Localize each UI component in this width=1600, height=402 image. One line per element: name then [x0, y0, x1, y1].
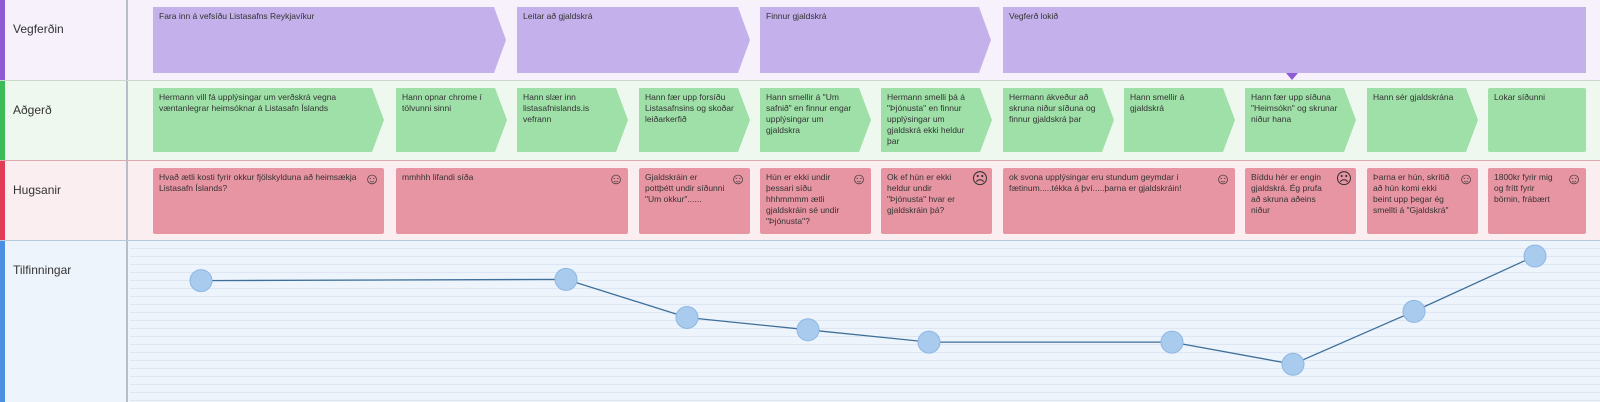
thought-card-text: ok svona upplýsingar eru stundum geymdar… [1009, 172, 1182, 193]
stage-card[interactable]: Leitar að gjaldskrá [517, 7, 750, 73]
lane-label-feelings: Tilfinningar [0, 241, 128, 402]
thought-card[interactable]: Hún er ekki undir þessari síðu hhhmmmm æ… [760, 168, 871, 234]
stage-pointer-icon [1286, 73, 1298, 80]
thought-card[interactable]: Hvað ætli kosti fyrir okkur fjölskylduna… [153, 168, 384, 234]
thought-card[interactable]: Bíddu hér er engin gjaldskrá. Ég prufa a… [1245, 168, 1356, 234]
stage-card-text: Leitar að gjaldskrá [523, 11, 593, 21]
action-card-text: Hann fær upp síðuna "Heimsókn" og skruna… [1251, 92, 1338, 124]
action-card[interactable]: Hann smellir á "Um safnið" en finnur eng… [760, 88, 871, 152]
action-card-text: Hermann vill fá upplýsingar um verðskrá … [159, 92, 337, 113]
emotion-point[interactable] [1281, 352, 1305, 376]
happy-face-icon: ☺ [1214, 171, 1232, 188]
stage-card-text: Vegferð lokið [1009, 11, 1059, 21]
emotion-point[interactable] [917, 330, 941, 354]
lane-color-bar [0, 161, 5, 240]
emotion-point[interactable] [189, 269, 213, 293]
happy-face-icon: ☺ [1565, 171, 1583, 188]
thought-card-text: mmhhh lifandi síða [402, 172, 474, 182]
happy-face-icon: ☺ [729, 171, 747, 188]
thought-card[interactable]: ok svona upplýsingar eru stundum geymdar… [1003, 168, 1235, 234]
lane-color-bar [0, 241, 5, 402]
emotion-point[interactable] [675, 306, 699, 329]
happy-face-icon: ☺ [363, 171, 381, 188]
action-card-text: Hann sér gjaldskrána [1373, 92, 1454, 102]
thought-card[interactable]: Gjaldskráin er pottþétt undir síðunni "U… [639, 168, 750, 234]
happy-face-icon: ☺ [607, 171, 625, 188]
action-card[interactable]: Hann opnar chrome í tölvunni sinni [396, 88, 507, 152]
action-card[interactable]: Hann sér gjaldskrána [1367, 88, 1478, 152]
emotion-point[interactable] [1402, 299, 1426, 323]
action-card[interactable]: Hermann ákveður að skruna niður síðuna o… [1003, 88, 1114, 152]
thought-card[interactable]: 1800kr fyrir mig og frítt fyrir börnin, … [1488, 168, 1586, 234]
sad-face-icon: ☹ [971, 171, 989, 188]
action-card-text: Hann smellir á gjaldskrá [1130, 92, 1185, 113]
action-card-text: Hermann ákveður að skruna niður síðuna o… [1009, 92, 1096, 124]
happy-face-icon: ☺ [1457, 171, 1475, 188]
action-card-text: Hann opnar chrome í tölvunni sinni [402, 92, 482, 113]
happy-face-icon: ☺ [850, 171, 868, 188]
stage-card[interactable]: Fara inn á vefsíðu Listasafns Reykjavíku… [153, 7, 506, 73]
stage-card[interactable]: Vegferð lokið [1003, 7, 1586, 73]
action-card-text: Lokar síðunni [1494, 92, 1546, 102]
thought-card[interactable]: mmhhh lifandi síða ☺ [396, 168, 628, 234]
thought-card-text: Hún er ekki undir þessari síðu hhhmmmm æ… [766, 172, 840, 226]
action-card-text: Hann slær inn listasafnislands.is vefran… [523, 92, 590, 124]
thought-card-text: Gjaldskráin er pottþétt undir síðunni "U… [645, 172, 725, 204]
action-card[interactable]: Hermann vill fá upplýsingar um verðskrá … [153, 88, 384, 152]
lane-color-bar [0, 0, 5, 80]
thought-card-text: 1800kr fyrir mig og frítt fyrir börnin, … [1494, 172, 1553, 204]
lane-body [130, 241, 1600, 402]
thought-card[interactable]: Ok ef hún er ekki heldur undir "Þjónusta… [881, 168, 992, 234]
stage-card-text: Finnur gjaldskrá [766, 11, 827, 21]
thought-card-text: Ok ef hún er ekki heldur undir "Þjónusta… [887, 172, 955, 215]
lane-color-bar [0, 81, 5, 160]
emotion-line [200, 255, 1536, 365]
lane-label-thoughts: Hugsanir [0, 161, 128, 240]
action-card[interactable]: Hann fær upp síðuna "Heimsókn" og skruna… [1245, 88, 1356, 152]
emotion-point[interactable] [1160, 330, 1184, 354]
action-card[interactable]: Hann slær inn listasafnislands.is vefran… [517, 88, 628, 152]
action-card-text: Hann fær upp forsíðu Listasafnsins og sk… [645, 92, 734, 124]
lane-label-journey: Vegferðin [0, 0, 128, 80]
lane-label-actions: Aðgerð [0, 81, 128, 160]
emotion-point[interactable] [554, 267, 578, 291]
lane-feelings: Tilfinningar [0, 240, 1600, 402]
stage-card-text: Fara inn á vefsíðu Listasafns Reykjavíku… [159, 11, 315, 21]
thought-card-text: Hvað ætli kosti fyrir okkur fjölskylduna… [159, 172, 357, 193]
sad-face-icon: ☹ [1335, 171, 1353, 188]
stage-card[interactable]: Finnur gjaldskrá [760, 7, 991, 73]
emotion-point[interactable] [1523, 244, 1547, 268]
action-card-text: Hann smellir á "Um safnið" en finnur eng… [766, 92, 852, 135]
thought-card[interactable]: Þarna er hún, skrítið að hún komi ekki b… [1367, 168, 1478, 234]
action-card[interactable]: Hermann smelli þá á "Þjónusta" en finnur… [881, 88, 992, 152]
action-card[interactable]: Hann fær upp forsíðu Listasafnsins og sk… [639, 88, 750, 152]
action-card-text: Hermann smelli þá á "Þjónusta" en finnur… [887, 92, 965, 146]
action-card[interactable]: Lokar síðunni [1488, 88, 1586, 152]
action-card[interactable]: Hann smellir á gjaldskrá [1124, 88, 1235, 152]
thought-card-text: Bíddu hér er engin gjaldskrá. Ég prufa a… [1251, 172, 1322, 215]
thought-card-text: Þarna er hún, skrítið að hún komi ekki b… [1373, 172, 1450, 215]
emotion-point[interactable] [796, 318, 820, 342]
